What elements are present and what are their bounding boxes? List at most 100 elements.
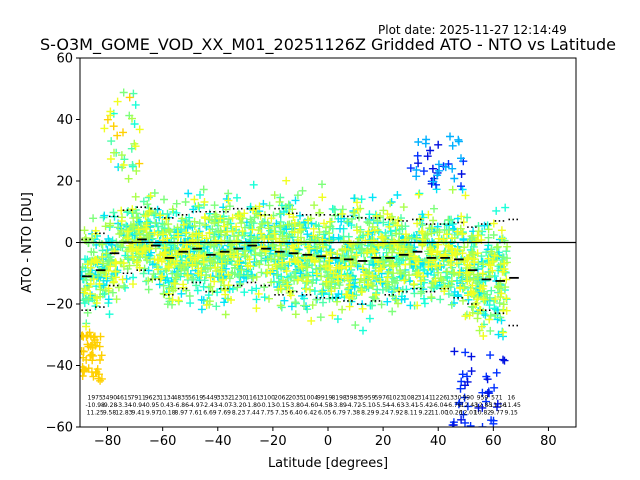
stat-counts-label: 5976: [374, 394, 389, 401]
stat-means-label: -4.72: [346, 402, 362, 409]
stat-means-label: 0.43: [160, 402, 174, 409]
scatter-markers: [414, 140, 509, 427]
stat-stds-label: 9.15: [505, 410, 519, 417]
y-axis-label: ATO - NTO [DU]: [20, 192, 35, 293]
stat-means-label: -11.45: [502, 402, 522, 409]
stat-counts-label: 3332: [217, 394, 232, 401]
stat-means-label: -11.16: [487, 402, 507, 409]
stat-counts-label: 5449: [202, 394, 217, 401]
stat-stds-label: 8.11: [404, 410, 418, 417]
stat-means-label: -5.10: [360, 402, 376, 409]
stat-counts-label: 1134: [159, 394, 174, 401]
stat-stds-label: 8.23: [232, 410, 246, 417]
y-tick-label: 0: [65, 236, 73, 251]
x-tick-label: 0: [324, 434, 332, 449]
stat-means-label: -5.42: [417, 402, 433, 409]
stat-stds-label: 7.69: [218, 410, 232, 417]
x-tick-label: 20: [375, 434, 392, 449]
stat-means-label: -4.63: [389, 402, 405, 409]
x-tick-label: −60: [149, 434, 176, 449]
stat-stds-label: 6.79: [332, 410, 346, 417]
stat-stds-label: 7.75: [261, 410, 275, 417]
stat-means-label: -6.76: [446, 402, 462, 409]
stat-counts-label: 3983: [346, 394, 361, 401]
plot-date: Plot date: 2025-11-27 12:14:49: [378, 23, 567, 37]
x-tick-label: −40: [204, 434, 231, 449]
stat-means-label: -5.54: [374, 402, 390, 409]
stat-counts-label: 9919: [317, 394, 332, 401]
stat-means-label: -4.58: [317, 402, 333, 409]
stat-counts-label: 1230: [231, 394, 246, 401]
y-tick-label: 20: [56, 175, 73, 190]
bin-statistics: 1975 3490 4615 7911 9623 1134 4835 5619 5449 3332…: [80, 206, 576, 417]
stat-stds-label: 7.35: [275, 410, 289, 417]
y-tick-label: −60: [46, 421, 73, 436]
stat-counts-label: 1023: [389, 394, 404, 401]
stat-means-label: -12.43: [459, 402, 479, 409]
x-tick-label: −80: [94, 434, 121, 449]
x-tick-label: 60: [485, 434, 502, 449]
stat-means-label: -2.43: [202, 402, 218, 409]
stat-counts-label: 5959: [360, 394, 375, 401]
stat-counts-label: 2062: [274, 394, 289, 401]
stat-means-label: -4.07: [217, 402, 233, 409]
stat-counts-label: 2035: [288, 394, 303, 401]
stat-counts-label: 1975: [88, 394, 103, 401]
scatter-markers: [412, 132, 465, 186]
stat-stds-label: 7.61: [189, 410, 203, 417]
stat-counts-label: 571: [491, 394, 503, 401]
stat-means-label: 0.95: [146, 402, 160, 409]
stat-counts-label: 16: [507, 394, 515, 401]
stat-stds-label: 9.22: [419, 410, 433, 417]
stat-counts-label: 1004: [303, 394, 318, 401]
stat-stds-label: 9.77: [490, 410, 504, 417]
stat-stds-label: 10.82: [474, 410, 491, 417]
x-tick-label: 40: [430, 434, 447, 449]
scatter-markers: [80, 93, 144, 385]
stat-stds-label: 8.29: [361, 410, 375, 417]
stat-means-label: -12.85: [473, 402, 493, 409]
stat-counts-label: 1161: [245, 394, 260, 401]
stat-stds-label: 10.18: [158, 410, 175, 417]
stat-means-label: -1.80: [245, 402, 261, 409]
stat-means-label: -6.86: [173, 402, 189, 409]
stat-means-label: -0.13: [260, 402, 276, 409]
stat-means-label: -3.20: [231, 402, 247, 409]
x-axis-label: Latitude [degrees]: [268, 456, 388, 471]
stat-stds-label: 9.24: [375, 410, 389, 417]
stat-counts-label: 1330: [446, 394, 461, 401]
stat-counts-label: 4615: [116, 394, 131, 401]
y-tick-label: 40: [56, 113, 73, 128]
stat-counts-label: 990: [462, 394, 474, 401]
stat-stds-label: 9.97: [146, 410, 160, 417]
stat-stds-label: 12.83: [115, 410, 132, 417]
stat-stds-label: 9.41: [132, 410, 146, 417]
scatter-markers: [80, 97, 511, 340]
stat-means-label: -10.98: [86, 402, 106, 409]
stat-means-label: -0.15: [274, 402, 290, 409]
stat-means-label: -3.34: [116, 402, 132, 409]
stat-stds-label: 11.25: [87, 410, 104, 417]
stat-means-label: -3.80: [288, 402, 304, 409]
stat-counts-label: 7911: [131, 394, 146, 401]
stat-stds-label: 6.40: [289, 410, 303, 417]
y-tick-label: −40: [46, 359, 73, 374]
stat-counts-label: 1082: [403, 394, 418, 401]
stat-means-label: -3.89: [331, 402, 347, 409]
stat-stds-label: 6.05: [318, 410, 332, 417]
stat-stds-label: 10.26: [445, 410, 462, 417]
axes: −80 −60 −40 −20 0 20 40 60 80 −60 −40 −20 0 20 40 60: [46, 52, 577, 449]
stat-counts-label: 5619: [188, 394, 203, 401]
stat-means-label: -4.97: [188, 402, 204, 409]
stat-stds-label: 6.42: [304, 410, 318, 417]
x-tick-label: 80: [540, 434, 557, 449]
stat-counts-label: 1226: [432, 394, 447, 401]
stat-means-label: -0.94: [130, 402, 146, 409]
stat-means-label: -6.04: [432, 402, 448, 409]
stat-counts-label: 9623: [145, 394, 160, 401]
stat-stds-label: 6.69: [203, 410, 217, 417]
stat-counts-label: 4835: [174, 394, 189, 401]
stat-stds-label: 9.58: [103, 410, 117, 417]
stat-stds-label: 8.97: [175, 410, 189, 417]
